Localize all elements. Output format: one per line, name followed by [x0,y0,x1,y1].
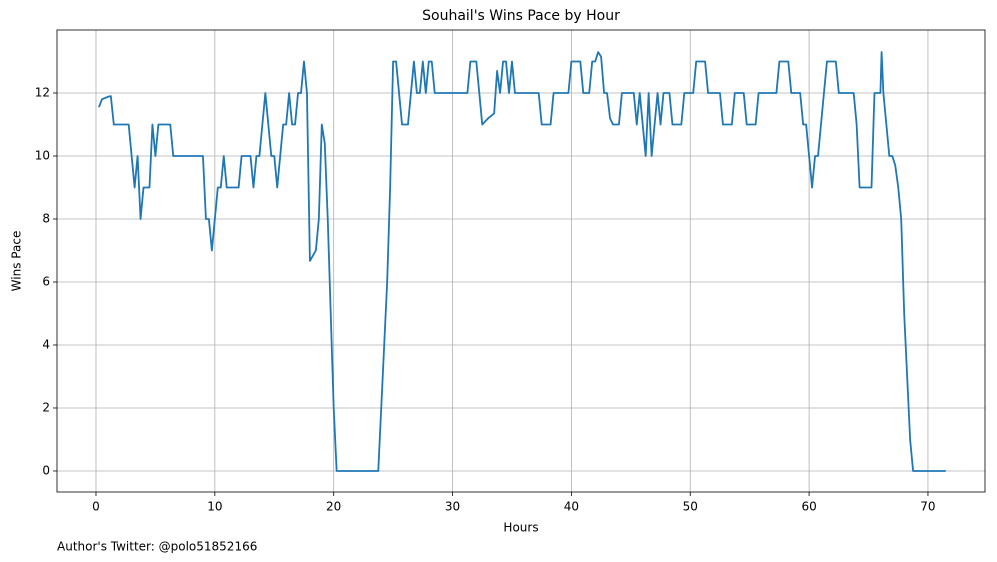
y-axis-label: Wins Pace [10,231,24,292]
y-tick-label: 8 [42,211,50,225]
x-tick-label: 70 [920,500,935,514]
y-tick-label: 10 [35,148,50,162]
y-tick-label: 6 [42,274,50,288]
y-tick-label: 0 [42,463,50,477]
x-tick-label: 30 [445,500,460,514]
x-tick-label: 60 [801,500,816,514]
x-tick-label: 40 [564,500,579,514]
x-tick-label: 20 [326,500,341,514]
footnote: Author's Twitter: @polo51852166 [57,540,257,554]
x-tick-label: 50 [683,500,698,514]
x-tick-label: 0 [92,500,100,514]
data-line [98,51,946,472]
axes-frame [56,29,986,493]
y-tick-label: 2 [42,400,50,414]
x-tick-label: 10 [207,500,222,514]
y-tick-label: 12 [35,85,50,99]
x-axis-label: Hours [503,521,538,535]
chart-title: Souhail's Wins Pace by Hour [422,8,620,24]
plot-area [57,30,985,492]
y-tick-label: 4 [42,337,50,351]
